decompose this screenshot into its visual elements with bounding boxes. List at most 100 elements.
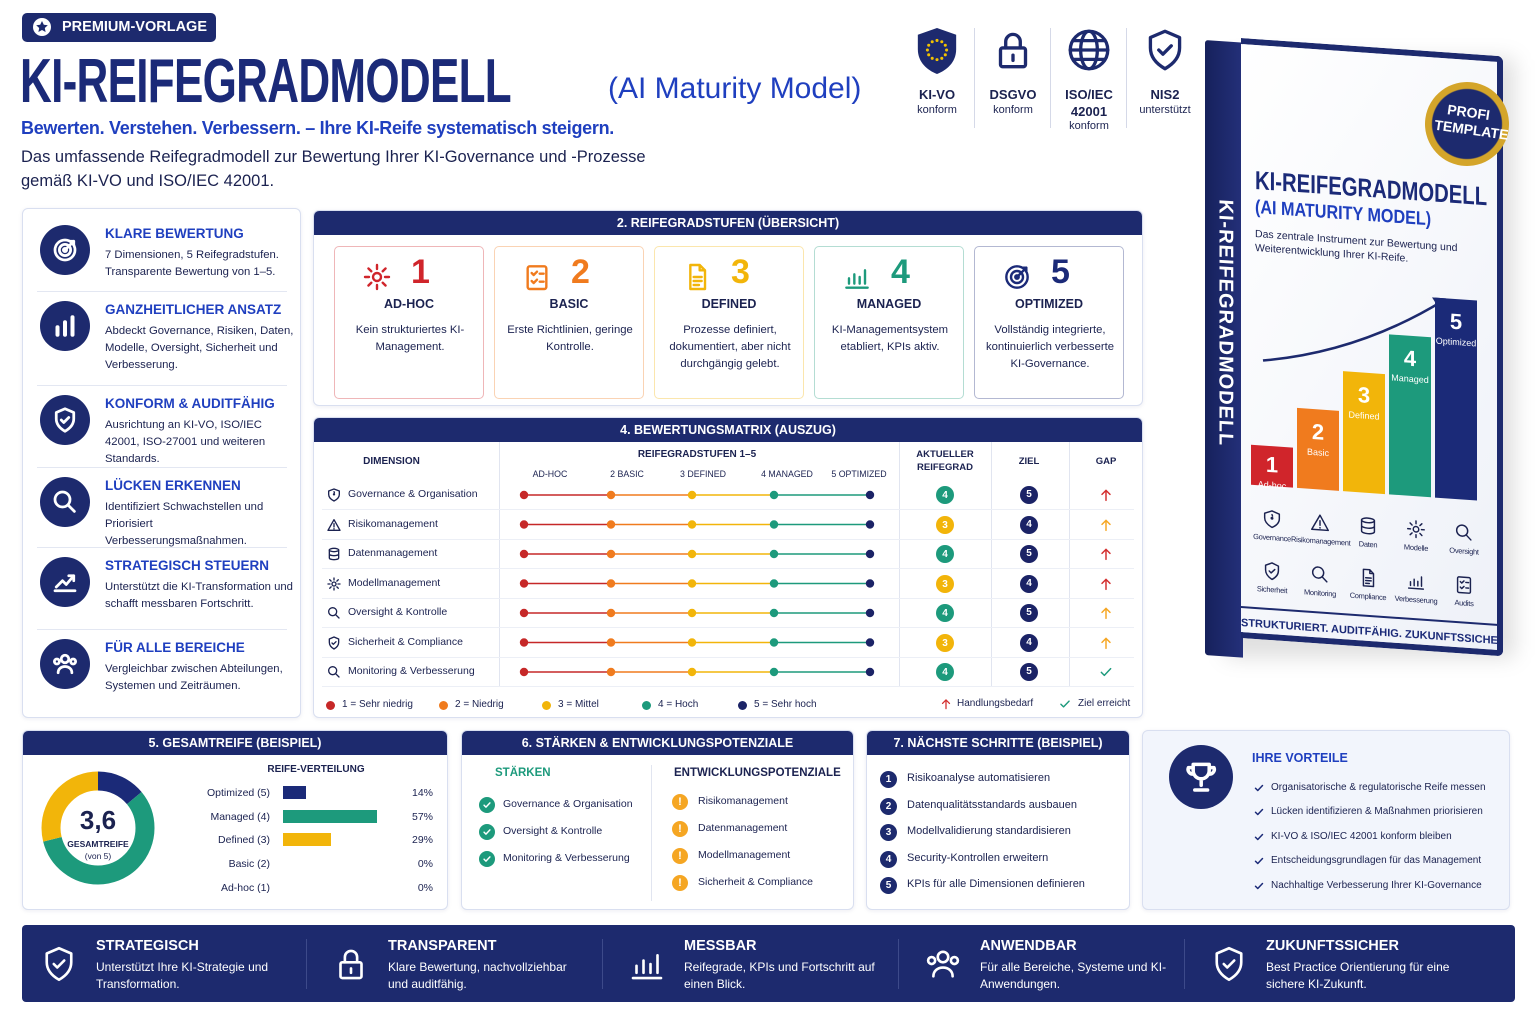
footer-text: Reifegrade, KPIs und Fortschritt auf ein… — [684, 960, 875, 991]
tagline: Bewerten. Verstehen. Verbessern. – Ihre … — [21, 118, 614, 138]
level-card: 3 DEFINED Prozesse definiert, dokumentiert… — [654, 246, 804, 399]
icon — [483, 829, 491, 835]
level-number: 2 — [571, 253, 590, 291]
icon — [1311, 514, 1329, 532]
footer-title: ANWENDBAR — [980, 938, 1077, 954]
legend-label: 1 = Sehr niedrig — [342, 699, 413, 710]
footer-text: Klare Bewertung, nachvollziehbar und aud… — [388, 960, 567, 991]
column-divider — [499, 442, 500, 686]
score-sub: (von 5) — [84, 851, 112, 861]
warn-circle: ! — [672, 848, 688, 864]
icon-circle — [1169, 745, 1233, 809]
book-level-bar: 1 Ad-hoc — [1251, 444, 1293, 491]
current-level: 4 — [936, 545, 954, 563]
icon — [1254, 809, 1264, 816]
icon — [328, 635, 340, 650]
bar — [283, 833, 331, 847]
icon-circle — [40, 477, 90, 527]
section-header: 5. GESAMTREIFE (BEISPIEL) — [23, 731, 447, 755]
icon-circle — [40, 639, 90, 689]
separator — [898, 939, 899, 989]
level-dot — [687, 490, 697, 500]
footer-text: Für alle Bereiche, Systeme und KI-Anwend… — [980, 960, 1167, 991]
feature-text: Vergleichbar zwischen Abteilungen, Syste… — [105, 663, 283, 692]
dimension-label: Oversight & Kontrolle — [348, 606, 448, 618]
icon-circle — [40, 557, 90, 607]
feature-text: 7 Dimensionen, 5 Reifegradstufen. Transp… — [105, 249, 279, 278]
level-name: OPTIMIZED — [1014, 297, 1084, 311]
level-dot — [769, 667, 779, 677]
icon — [1101, 489, 1111, 502]
level-dot — [687, 608, 697, 618]
level-name: MANAGED — [856, 297, 922, 311]
compliance-sub: konform — [993, 104, 1033, 116]
icon — [1254, 882, 1264, 889]
level-dot — [519, 608, 529, 618]
bar-label: Ad-hoc (1) — [220, 881, 270, 894]
icon — [1068, 29, 1110, 71]
level-label: 3 DEFINED — [680, 469, 726, 479]
level-dot — [865, 549, 875, 559]
dimension-label: Governance & Organisation — [348, 488, 478, 500]
level-dot — [687, 579, 697, 588]
separator — [306, 939, 307, 989]
row-divider — [322, 538, 1134, 540]
icon — [1456, 576, 1472, 594]
step-number: 3 — [880, 824, 897, 841]
book-level-bar: 5 Optimized — [1435, 297, 1477, 501]
badge-icon — [33, 18, 51, 36]
bar-label: Managed (4) — [210, 810, 270, 823]
strengths-section: 6. STÄRKEN & ENTWICKLUNGSPOTENZIALE STÄR… — [461, 730, 854, 910]
footer-title: MESSBAR — [684, 938, 757, 954]
icon — [1101, 578, 1111, 590]
compliance-label: DSGVO — [989, 87, 1037, 102]
legend-label: 3 = Mittel — [558, 699, 599, 710]
column-divider — [651, 765, 652, 901]
book-level-number: 2 — [1311, 418, 1325, 445]
column-header: ZIEL — [1018, 456, 1040, 467]
legend-label: 4 = Hoch — [658, 699, 699, 710]
benefits-title: IHRE VORTEILE — [1252, 751, 1348, 765]
icon — [1101, 607, 1111, 620]
footer-text: Unterstützt Ihre KI-Strategie und Transf… — [96, 960, 269, 991]
level-label: 2 BASIC — [610, 469, 644, 479]
legend-dot — [738, 701, 747, 710]
legend-dot — [542, 701, 551, 710]
divider — [37, 385, 287, 386]
bar-value: 14% — [411, 787, 433, 799]
icon — [363, 263, 391, 291]
icon — [483, 856, 491, 862]
column-title: ENTWICKLUNGSPOTENZIALE — [674, 767, 841, 779]
chart-title: REIFE-VERTEILUNG — [267, 764, 365, 775]
dimension-label: Modellmanagement — [348, 576, 441, 589]
icon — [327, 576, 341, 591]
book-description: Das zentrale Instrument zur Bewertung un… — [1255, 227, 1458, 265]
legend-label: 2 = Niedrig — [455, 699, 504, 710]
divider — [37, 467, 287, 468]
level-dot — [687, 549, 697, 559]
column-title: STÄRKEN — [495, 767, 551, 779]
icon — [328, 547, 340, 561]
target-level: 5 — [1020, 486, 1038, 504]
book-level-name: Optimized — [1435, 335, 1477, 349]
check-circle — [479, 851, 495, 867]
column-header: GAP — [1095, 456, 1117, 467]
icon — [926, 950, 960, 978]
legend-label: Ziel erreicht — [1078, 698, 1131, 709]
book-level-name: Basic — [1306, 446, 1329, 459]
section-header: 6. STÄRKEN & ENTWICKLUNGSPOTENZIALE — [462, 731, 853, 755]
level-dot — [687, 638, 697, 647]
icon — [1362, 568, 1375, 588]
benefit-item: Entscheidungsgrundlagen für das Manageme… — [1271, 855, 1482, 867]
book-level-name: Ad-hoc — [1257, 479, 1287, 492]
level-label: 4 MANAGED — [761, 469, 813, 479]
level-dot — [687, 667, 697, 677]
section-header: 4. BEWERTUNGSMATRIX (AUSZUG) — [314, 418, 1142, 442]
level-dot — [865, 579, 875, 588]
feature-text: Identifiziert Schwachstellen und Prioris… — [105, 501, 264, 547]
current-level: 4 — [936, 663, 954, 681]
book-level-bar: 4 Managed — [1389, 334, 1431, 498]
footer-title: STRATEGISCH — [96, 938, 199, 954]
level-text: Prozesse definiert, dokumentiert, aber n… — [669, 324, 791, 370]
row-divider — [322, 568, 1134, 569]
